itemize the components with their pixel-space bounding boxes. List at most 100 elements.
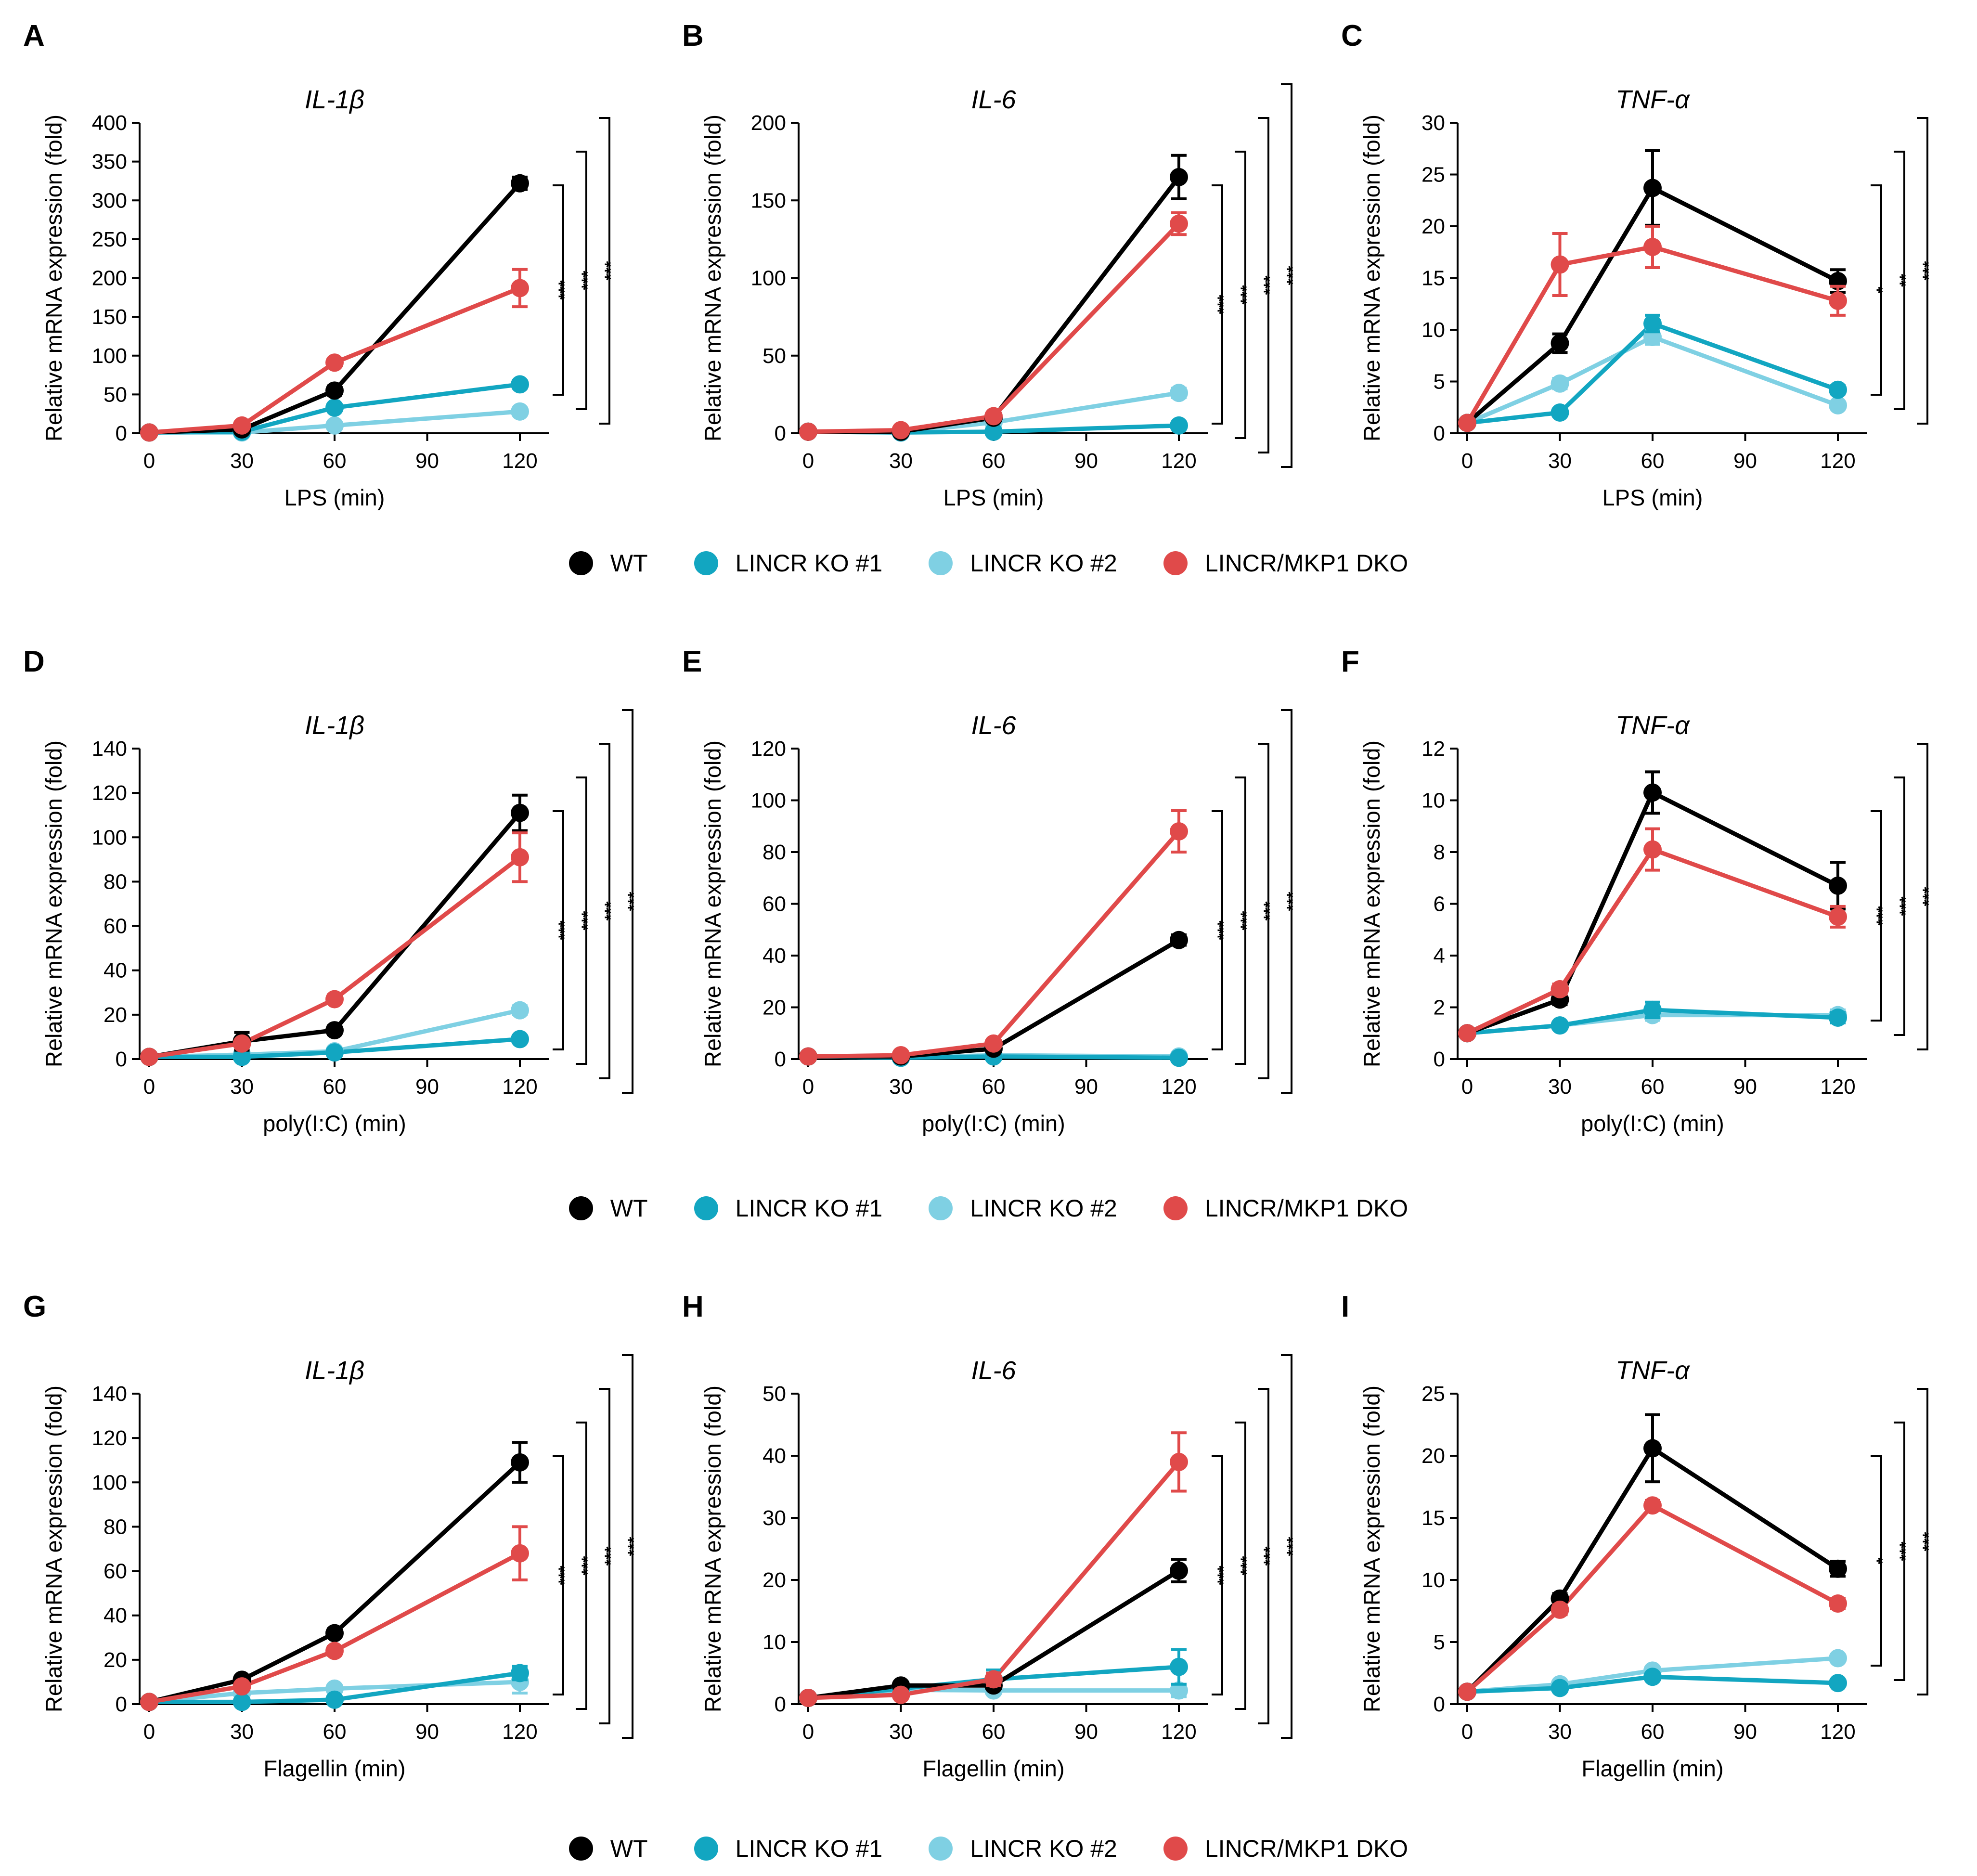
chart-panel-a: A IL-1β 0 50 100 150 200 250 300 350 400 0 30 60 90 120… [0,0,659,549]
data-point-lincr-mkp1-dko [140,1693,158,1711]
panel-label: I [1341,1290,1349,1323]
data-point-lincr-mkp1-dko [1829,907,1847,926]
data-point-lincr-mkp1-dko [1458,414,1476,432]
y-tick-label: 50 [103,383,127,406]
x-tick-label: 120 [1820,449,1855,473]
legend-item-ko1: LINCR KO #1 [694,1835,882,1863]
y-tick-label: 0 [775,1048,786,1071]
y-tick-label: 10 [1421,1568,1445,1592]
data-point-lincr-mkp1-dko [1170,822,1188,841]
bracket-line [576,776,587,1065]
legend-label: WT [610,550,648,577]
x-tick-label: 60 [1641,1720,1665,1744]
legend-item-dko: LINCR/MKP1 DKO [1163,549,1408,577]
data-point-lincr-ko-2 [1170,384,1188,402]
legend-label: WT [610,1195,648,1222]
panel-label: E [682,645,702,678]
data-point-lincr-mkp1-dko [984,1670,1003,1689]
bracket-line [553,1455,564,1695]
series-line-lincr-ko-1 [149,1671,520,1704]
y-tick-label: 8 [1434,841,1445,864]
legend-marker-icon [694,1837,718,1861]
legend-label: LINCR KO #2 [970,1835,1117,1862]
x-tick-label: 60 [1641,449,1665,473]
x-tick-label: 0 [143,1720,155,1744]
x-tick-label: 30 [889,449,913,473]
y-tick-label: 120 [92,1426,127,1450]
bracket-line [1917,1388,1928,1695]
data-point-lincr-ko-1 [325,398,344,417]
significance-label: *** [1920,887,1938,906]
significance-bracket: *** [599,743,620,1079]
bracket-line [599,1388,610,1724]
data-point-lincr-mkp1-dko [1643,1496,1662,1515]
x-tick-label: 60 [323,449,347,473]
bracket-line [1235,776,1246,1065]
data-point-lincr-ko-1 [1551,1016,1569,1035]
series-line-wt [808,176,1181,434]
significance-label: *** [1261,1546,1279,1565]
significance-bracket: *** [1917,117,1938,425]
data-point-lincr-mkp1-dko [799,1047,817,1066]
significance-label: *** [1284,266,1302,285]
y-tick-label: 0 [1434,1048,1445,1071]
data-point-wt [1643,179,1662,197]
legend-item-ko2: LINCR KO #2 [929,549,1117,577]
x-tick-label: 0 [1461,1075,1473,1099]
legend-item-ko1: LINCR KO #1 [694,549,882,577]
x-tick-label: 90 [1733,1075,1757,1099]
data-point-lincr-mkp1-dko [511,279,529,298]
significance-label: *** [1897,1541,1915,1561]
y-tick-label: 200 [751,111,786,135]
y-tick-label: 150 [92,305,127,329]
bracket-line [1894,151,1905,410]
series-line-lincr-mkp1-dko [149,1551,521,1704]
series-line-lincr-mkp1-dko [1465,245,1839,424]
chart-title: IL-1β [305,1356,364,1385]
data-point-wt [1643,1439,1662,1458]
chart-title: IL-1β [305,85,364,114]
data-point-lincr-mkp1-dko [1170,214,1188,233]
significance-label: *** [556,920,574,940]
y-axis-label: Relative mRNA expression (fold) [1359,740,1384,1067]
y-tick-label: 120 [751,737,786,761]
y-tick-label: 40 [762,1444,786,1468]
y-tick-label: 30 [762,1506,786,1530]
legend-item-dko: LINCR/MKP1 DKO [1163,1835,1408,1863]
chart-panel-d: D IL-1β 0 20 40 60 80 100 120 140 0 30 60 90 120 poly(I… [0,626,659,1175]
legend-row-3: WT LINCR KO #1 LINCR KO #2 LINCR/MKP1 DK… [0,1827,1977,1870]
y-tick-label: 20 [1421,1444,1445,1468]
chart-svg: G IL-1β 0 20 40 60 80 100 120 140 0 30 60 90 120 Flagel… [23,1290,643,1781]
x-axis-label: Flagellin (min) [1581,1756,1723,1781]
bracket-line [1258,743,1269,1079]
significance-label: *** [602,901,620,920]
legend-marker-icon [569,551,593,575]
significance-label: *** [579,911,597,930]
y-axis-label: Relative mRNA expression (fold) [700,740,725,1067]
data-point-lincr-mkp1-dko [511,848,529,867]
legend-label: WT [610,1835,648,1862]
data-point-lincr-ko-1 [1643,1000,1662,1019]
significance-bracket: *** [1281,709,1302,1094]
y-tick-label: 0 [116,1693,127,1716]
x-tick-label: 30 [1548,1075,1572,1099]
x-axis-label: Flagellin (min) [263,1756,405,1781]
chart-panel-h: H IL-6 0 10 20 30 40 50 0 30 60 90 120 Flagellin (min… [659,1271,1318,1820]
x-axis-label: poly(I:C) (min) [263,1111,406,1136]
data-point-lincr-ko-2 [325,416,344,435]
y-tick-label: 25 [1421,1382,1445,1406]
bracket-line [1281,83,1292,468]
data-point-lincr-ko-1 [511,1664,529,1682]
chart-title: IL-1β [305,711,364,740]
y-tick-label: 0 [116,422,127,445]
significance-bracket: *** [576,776,597,1065]
significance-label: *** [1215,295,1233,314]
x-tick-label: 120 [1161,449,1196,473]
legend-item-ko2: LINCR KO #2 [929,1194,1117,1222]
y-tick-label: 2 [1434,996,1445,1020]
data-point-lincr-ko-1 [1551,1679,1569,1697]
significance-bracket: *** [1212,810,1233,1050]
significance-label: *** [1238,911,1256,930]
chart-title: TNF-α [1615,1356,1691,1385]
